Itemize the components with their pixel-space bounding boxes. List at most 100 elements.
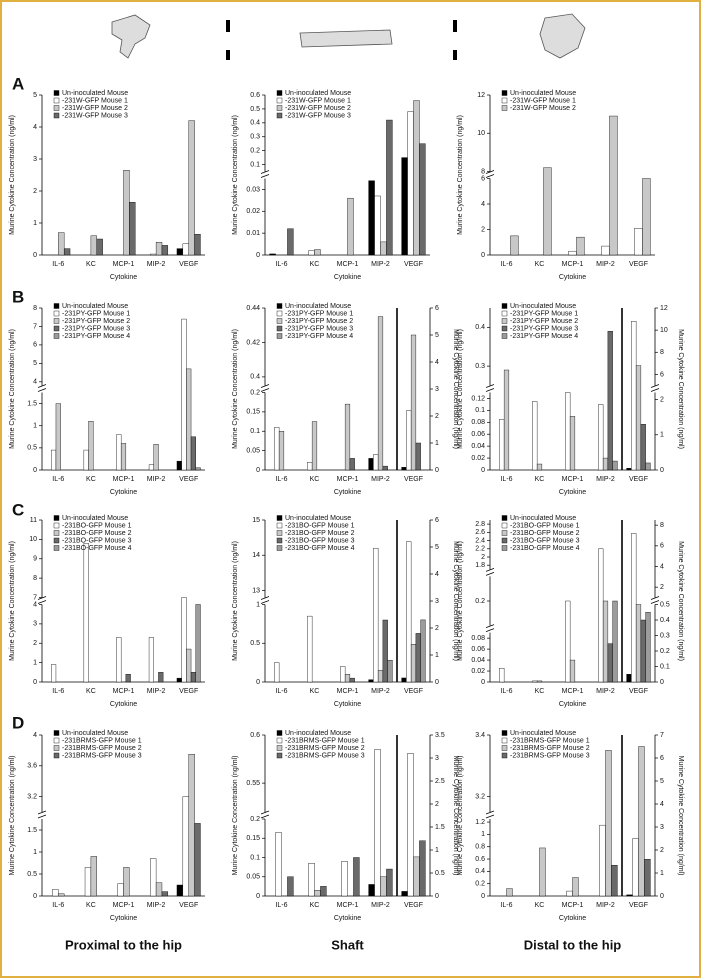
bar [274,662,280,683]
divider-mark [226,50,230,60]
y-axis-label: Murine Cytokine Concentration (ng/ml) [232,541,239,661]
y-axis-label: Murine Cytokine Concentration (ng/ml) [457,329,464,449]
y2-axis-label: Murine Cytokine Concentration (ng/ml) [677,329,684,449]
tick-label: 0.4 [250,120,260,127]
tick-label: 5 [435,332,439,339]
tick-label: 0 [435,467,439,474]
x-tick-label: IL-6 [275,261,287,268]
x-tick-label: MCP-1 [113,261,135,268]
tick-label: 8 [481,168,485,175]
tick-label: 3 [33,156,37,163]
bar [368,679,374,683]
legend-label: -231BRMS-GFP Mouse 1 [285,737,365,744]
x-tick-label: MIP-2 [371,902,390,909]
tick-label: 0 [660,893,664,900]
x-axis-label: Cytokine [334,701,361,708]
bar [314,249,321,256]
bar [153,444,159,471]
bar [158,672,164,683]
tick-label: 5 [33,360,37,367]
axis-break [485,170,495,174]
tick-label: 9 [33,556,37,563]
x-tick-label: KC [86,476,96,483]
legend-label: Un-inoculated Mouse [510,730,576,737]
bar [83,449,89,471]
x-tick-label: MCP-1 [113,476,135,483]
tick-label: 6 [435,517,439,524]
bar [635,604,642,683]
bar [353,857,360,897]
tick-label: 0.08 [471,635,485,642]
tick-label: 0 [481,252,485,259]
x-tick-label: MCP-1 [562,261,584,268]
tick-label: 0.5 [27,871,37,878]
y-axis-label: Murine Cytokine Concentration (ng/ml) [9,756,16,876]
tick-label: 2 [481,226,485,233]
tick-label: 4 [33,732,37,739]
x-tick-label: MCP-1 [113,902,135,909]
x-axis-label: Cytokine [559,489,586,496]
legend-label: -231BO-GFP Mouse 3 [285,537,355,544]
tick-label: 2.4 [475,537,485,544]
legend-swatch [53,745,60,751]
bar [314,890,321,897]
legend-swatch [276,318,283,324]
axis-break [485,628,495,633]
bar [410,644,417,683]
bar [503,369,510,471]
tick-label: 0.04 [471,657,485,664]
panel-letter: C [12,500,24,519]
bar [609,115,618,256]
x-tick-label: MCP-1 [337,261,359,268]
x-tick-label: KC [535,476,545,483]
bar [377,670,384,683]
tick-label: 7 [33,323,37,330]
tick-label: 1 [481,831,485,838]
bar [543,167,552,256]
legend-label: -231W-GFP Mouse 2 [285,105,351,112]
bar [155,241,163,256]
legend-label: -231W-GFP Mouse 1 [285,97,351,104]
legend-label: -231BO-GFP Mouse 1 [62,522,132,529]
legend-swatch [276,737,283,744]
tick-label: 4 [33,601,37,608]
y2-axis-label: Murine Cytokine Concentration (ng/ml) [452,329,459,449]
legend-swatch [53,90,60,96]
tick-label: 3 [33,621,37,628]
x-tick-label: KC [310,261,320,268]
bar [401,467,407,471]
tick-label: 6 [660,543,664,550]
panel-letter: B [12,287,24,306]
legend-swatch [501,537,508,544]
legend-swatch [53,737,60,744]
bar [602,600,609,683]
tick-label: 0.12 [471,395,485,402]
tick-label: 4 [33,124,37,131]
legend-label: Un-inoculated Mouse [510,515,576,522]
legend-label: Un-inoculated Mouse [62,90,128,97]
legend-label: -231PY-GFP Mouse 3 [62,325,130,332]
x-tick-label: IL-6 [52,261,64,268]
bar [161,245,169,256]
tick-label: 5 [660,778,664,785]
x-tick-label: MIP-2 [371,688,390,695]
bar [340,666,346,683]
legend-swatch [276,303,283,309]
x-tick-label: VEGF [629,476,648,483]
tick-label: 0.6 [250,732,260,739]
bar [176,460,182,471]
bar [568,250,577,256]
x-tick-label: MIP-2 [371,261,390,268]
x-tick-label: MIP-2 [596,902,615,909]
bar [287,876,294,897]
bar [55,403,61,471]
tick-label: 0.5 [660,601,670,608]
axis-break [650,600,660,604]
x-tick-label: IL-6 [275,688,287,695]
panel-letter: A [12,74,24,93]
bar [188,754,195,897]
tick-label: 3.2 [475,793,485,800]
legend-label: -231W-GFP Mouse 1 [510,97,576,104]
bar [611,865,618,897]
